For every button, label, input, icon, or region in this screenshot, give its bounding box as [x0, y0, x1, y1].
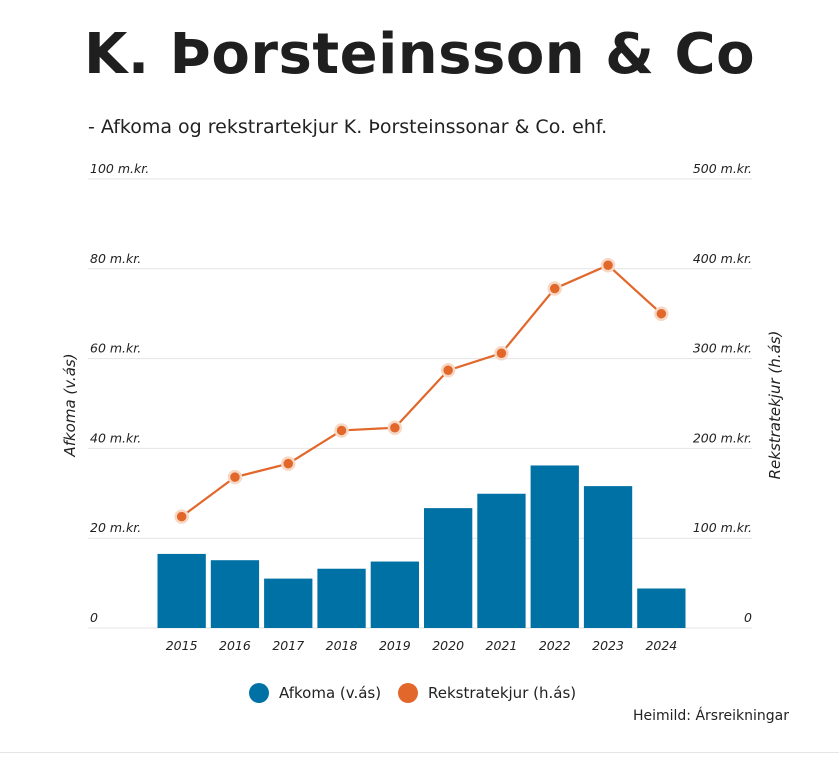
right-tick-label: 200 m.kr.	[693, 430, 752, 445]
x-tick-label-2021: 2021	[486, 638, 518, 653]
left-tick-label: 20 m.kr.	[90, 520, 141, 535]
point-rekstratekjur-2016	[227, 469, 243, 485]
right-tick-label: 500 m.kr.	[693, 161, 752, 176]
x-tick-label-2022: 2022	[539, 638, 571, 653]
left-tick-label: 40 m.kr.	[90, 430, 141, 445]
x-tick-label-2018: 2018	[326, 638, 358, 653]
x-axis-ticks: 2015 2016 2017 2018 2019 2020 2021 2022 2023 2024	[166, 638, 678, 653]
bar-afkoma-2021	[477, 493, 526, 628]
legend-label-rekstratekjur: Rekstratekjur (h.ás)	[428, 684, 576, 702]
bar-afkoma-2017	[264, 578, 313, 628]
right-tick-label: 400 m.kr.	[693, 251, 752, 266]
bottom-divider	[0, 752, 839, 753]
bar-afkoma-2016	[210, 560, 260, 628]
point-rekstratekjur-2024	[654, 306, 669, 321]
source-note: Heimild: Ársreikningar	[632, 708, 789, 724]
x-tick-label-2019: 2019	[379, 638, 411, 653]
right-axis-ticks: 0 100 m.kr. 200 m.kr. 300 m.kr. 400 m.kr. 500…	[693, 161, 752, 625]
chart-title: K. Þorsteinsson & Co	[83, 22, 756, 87]
left-tick-label: 80 m.kr.	[90, 251, 141, 266]
x-tick-label-2023: 2023	[592, 638, 624, 653]
point-rekstratekjur-2020	[440, 363, 456, 378]
right-axis-title: Rekstratekjur (h.ás)	[766, 331, 784, 480]
point-rekstratekjur-2015	[174, 509, 189, 524]
left-tick-label: 100 m.kr.	[90, 161, 149, 176]
x-tick-label-2016: 2016	[219, 638, 251, 653]
bar-afkoma-2023	[583, 486, 633, 628]
right-tick-label: 100 m.kr.	[693, 520, 752, 535]
point-rekstratekjur-2023	[600, 257, 616, 273]
x-tick-label-2020: 2020	[432, 638, 464, 653]
point-rekstratekjur-2018	[334, 423, 349, 438]
right-tick-label: 0	[744, 610, 752, 625]
x-tick-label-2024: 2024	[645, 638, 677, 653]
chart-subtitle: - Afkoma og rekstrartekjur K. Þorsteinss…	[88, 116, 608, 138]
right-tick-label: 300 m.kr.	[693, 341, 752, 356]
line-series-rekstratekjur	[174, 257, 669, 524]
bar-afkoma-2015	[157, 553, 206, 628]
bar-series-afkoma	[157, 465, 686, 628]
point-rekstratekjur-2021	[494, 345, 509, 361]
point-rekstratekjur-2017	[281, 456, 296, 471]
left-axis-title: Afkoma (v.ás)	[61, 353, 79, 457]
bar-afkoma-2024	[637, 588, 686, 628]
legend: Afkoma (v.ás) Rekstratekjur (h.ás)	[249, 683, 576, 703]
x-tick-label-2017: 2017	[272, 638, 304, 653]
legend-label-afkoma: Afkoma (v.ás)	[279, 684, 381, 702]
left-tick-label: 60 m.kr.	[90, 341, 141, 356]
left-axis-ticks: 0 20 m.kr. 40 m.kr. 60 m.kr. 80 m.kr. 100 m.k…	[90, 161, 149, 625]
point-rekstratekjur-2022	[547, 281, 562, 296]
legend-swatch-rekstratekjur	[398, 683, 418, 703]
x-tick-label-2015: 2015	[166, 638, 198, 653]
line-rekstratekjur	[180, 263, 663, 518]
left-tick-label: 0	[90, 610, 98, 625]
bar-afkoma-2018	[317, 568, 366, 628]
bar-afkoma-2019	[370, 561, 419, 628]
bar-afkoma-2020	[424, 508, 473, 628]
bar-afkoma-2022	[530, 465, 579, 628]
legend-swatch-afkoma	[249, 683, 269, 703]
point-rekstratekjur-2019	[387, 420, 403, 435]
